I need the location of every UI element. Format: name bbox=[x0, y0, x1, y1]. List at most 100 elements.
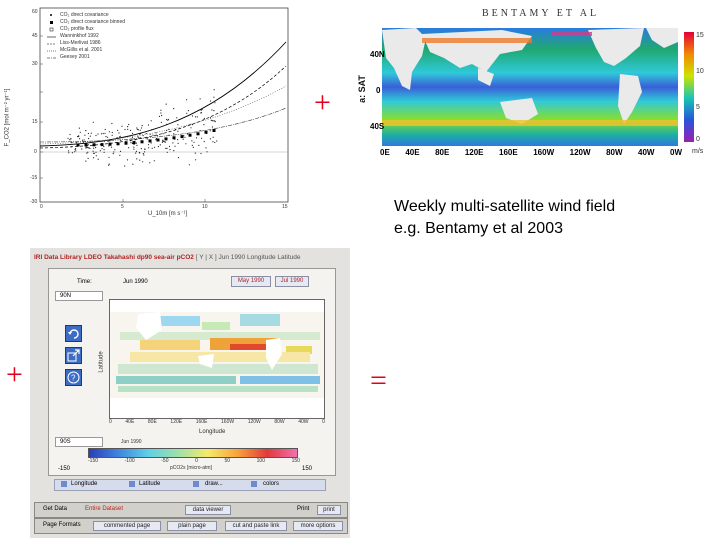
scatter-point bbox=[104, 132, 106, 134]
legend-entry: McGillis et al. 2001 bbox=[60, 47, 103, 53]
scatter-point bbox=[214, 121, 216, 123]
lat-south-field[interactable]: 90S bbox=[55, 437, 103, 447]
scatter-point bbox=[191, 144, 193, 146]
more-options-button[interactable]: more options bbox=[293, 521, 343, 531]
scatter-point bbox=[186, 99, 188, 101]
scatter-point bbox=[153, 160, 155, 162]
legend-entry: CO₂ profile flux bbox=[60, 26, 94, 32]
sat-colorbar-tick: 0 bbox=[696, 136, 700, 143]
legend-latitude[interactable]: Latitude bbox=[139, 481, 161, 487]
scatter-point bbox=[191, 115, 194, 117]
scatter-point bbox=[132, 163, 134, 165]
scatter-point bbox=[139, 152, 141, 154]
scatter-point bbox=[79, 131, 81, 133]
scatter-point bbox=[143, 151, 146, 153]
colorbar-tick: -100 bbox=[124, 458, 135, 464]
ldeo-data-library-panel: IRI Data Library LDEO Takahashi dp90 sea… bbox=[30, 248, 350, 538]
scatter-point bbox=[205, 147, 207, 149]
print-label: Print bbox=[297, 506, 310, 512]
scatter-point bbox=[211, 109, 213, 111]
scatter-point bbox=[177, 124, 179, 126]
pco2-map[interactable] bbox=[109, 299, 325, 419]
scatter-point bbox=[135, 150, 137, 152]
scatter-point bbox=[192, 146, 194, 148]
scatter-point bbox=[83, 139, 85, 141]
high-wind-bands bbox=[382, 32, 678, 126]
sat-lon-labels: 0E 40E 80E 120E 160E 160W 120W 80W 40W 0… bbox=[380, 148, 682, 157]
y-tick-label: 15 bbox=[32, 119, 38, 125]
entire-dataset-link[interactable]: Entire Dataset bbox=[85, 506, 124, 512]
scatter-point bbox=[199, 98, 201, 100]
scatter-point bbox=[141, 125, 143, 127]
scatter-point bbox=[75, 148, 77, 150]
scatter-point bbox=[159, 144, 161, 146]
scatter-point bbox=[142, 153, 144, 155]
scatter-point bbox=[194, 116, 197, 118]
scatter-point bbox=[173, 133, 175, 135]
scatter-point bbox=[163, 141, 166, 143]
scatter-point bbox=[191, 140, 193, 142]
scatter-point bbox=[166, 147, 168, 149]
flux-legend: CO₂ direct covariance CO₂ direct covaria… bbox=[60, 12, 125, 61]
lat-north-field[interactable]: 90N bbox=[55, 291, 103, 301]
scatter-point bbox=[187, 110, 189, 112]
binned-point bbox=[108, 142, 112, 146]
scatter-point bbox=[212, 141, 214, 143]
scatter-point bbox=[127, 128, 129, 130]
scatter-point bbox=[131, 136, 133, 138]
scatter-point bbox=[136, 158, 138, 160]
binned-point bbox=[188, 133, 192, 137]
legend-colors[interactable]: colors bbox=[263, 481, 280, 487]
scatter-point bbox=[114, 149, 116, 151]
scatter-point bbox=[209, 117, 212, 119]
help-icon[interactable]: ? bbox=[65, 369, 82, 386]
sat-unit: m/s bbox=[692, 148, 704, 155]
scatter-point bbox=[124, 128, 126, 131]
cut-paste-link-button[interactable]: cut and paste link bbox=[225, 521, 287, 531]
draw-swatch bbox=[193, 481, 199, 487]
scatter-point bbox=[209, 138, 211, 140]
legend-entry: Wanninkhof 1992 bbox=[60, 33, 99, 39]
scatter-point bbox=[149, 162, 151, 164]
zoom-out-icon[interactable] bbox=[65, 347, 82, 364]
scatter-point bbox=[87, 151, 89, 153]
scatter-point bbox=[87, 147, 89, 149]
y-tick-label: 45 bbox=[32, 33, 38, 39]
binned-point bbox=[132, 141, 136, 145]
get-data-row: Get Data Entire Dataset data viewer Prin… bbox=[34, 502, 348, 518]
colorbar-tick: 150 bbox=[291, 458, 300, 464]
scatter-point bbox=[203, 117, 205, 120]
caption: Weekly multi-satellite wind field e.g. B… bbox=[394, 196, 615, 240]
scatter-point bbox=[87, 144, 89, 146]
scatter-point bbox=[126, 159, 129, 161]
scatter-point bbox=[97, 133, 99, 135]
scatter-point bbox=[199, 129, 201, 132]
scatter-point bbox=[95, 155, 97, 157]
scatter-point bbox=[133, 148, 135, 150]
range-left: -150 bbox=[58, 466, 71, 472]
plain-page-button[interactable]: plain page bbox=[167, 521, 217, 531]
scatter-point bbox=[196, 116, 198, 118]
commented-page-button[interactable]: commented page bbox=[93, 521, 161, 531]
scatter-point bbox=[81, 139, 84, 141]
sat-colorbar-tick: 15 bbox=[696, 32, 704, 39]
scatter-point bbox=[93, 147, 95, 149]
legend-longitude[interactable]: Longitude bbox=[71, 481, 98, 487]
time-to-button[interactable]: Jul 1990 bbox=[275, 276, 309, 287]
data-viewer-button[interactable]: data viewer bbox=[185, 505, 231, 515]
rotate-icon[interactable] bbox=[65, 325, 82, 342]
scatter-point bbox=[103, 151, 105, 153]
scatter-point bbox=[85, 146, 87, 148]
scatter-point bbox=[105, 136, 107, 138]
binned-point bbox=[76, 143, 80, 147]
ldeo-viewer-frame: Time: Jun 1990 May 1990 Jul 1990 90N ? bbox=[48, 268, 336, 476]
legend-draw[interactable]: draw... bbox=[205, 481, 223, 487]
scatter-point bbox=[213, 96, 215, 98]
pco2-colorbar-label: pCO2s [micro-atm] bbox=[170, 465, 212, 471]
time-from-button[interactable]: May 1990 bbox=[231, 276, 271, 287]
scatter-point bbox=[67, 137, 69, 139]
print-button[interactable]: print bbox=[317, 505, 341, 515]
scatter-point bbox=[209, 100, 212, 102]
binned-point bbox=[172, 136, 176, 140]
scatter-point bbox=[155, 132, 157, 134]
